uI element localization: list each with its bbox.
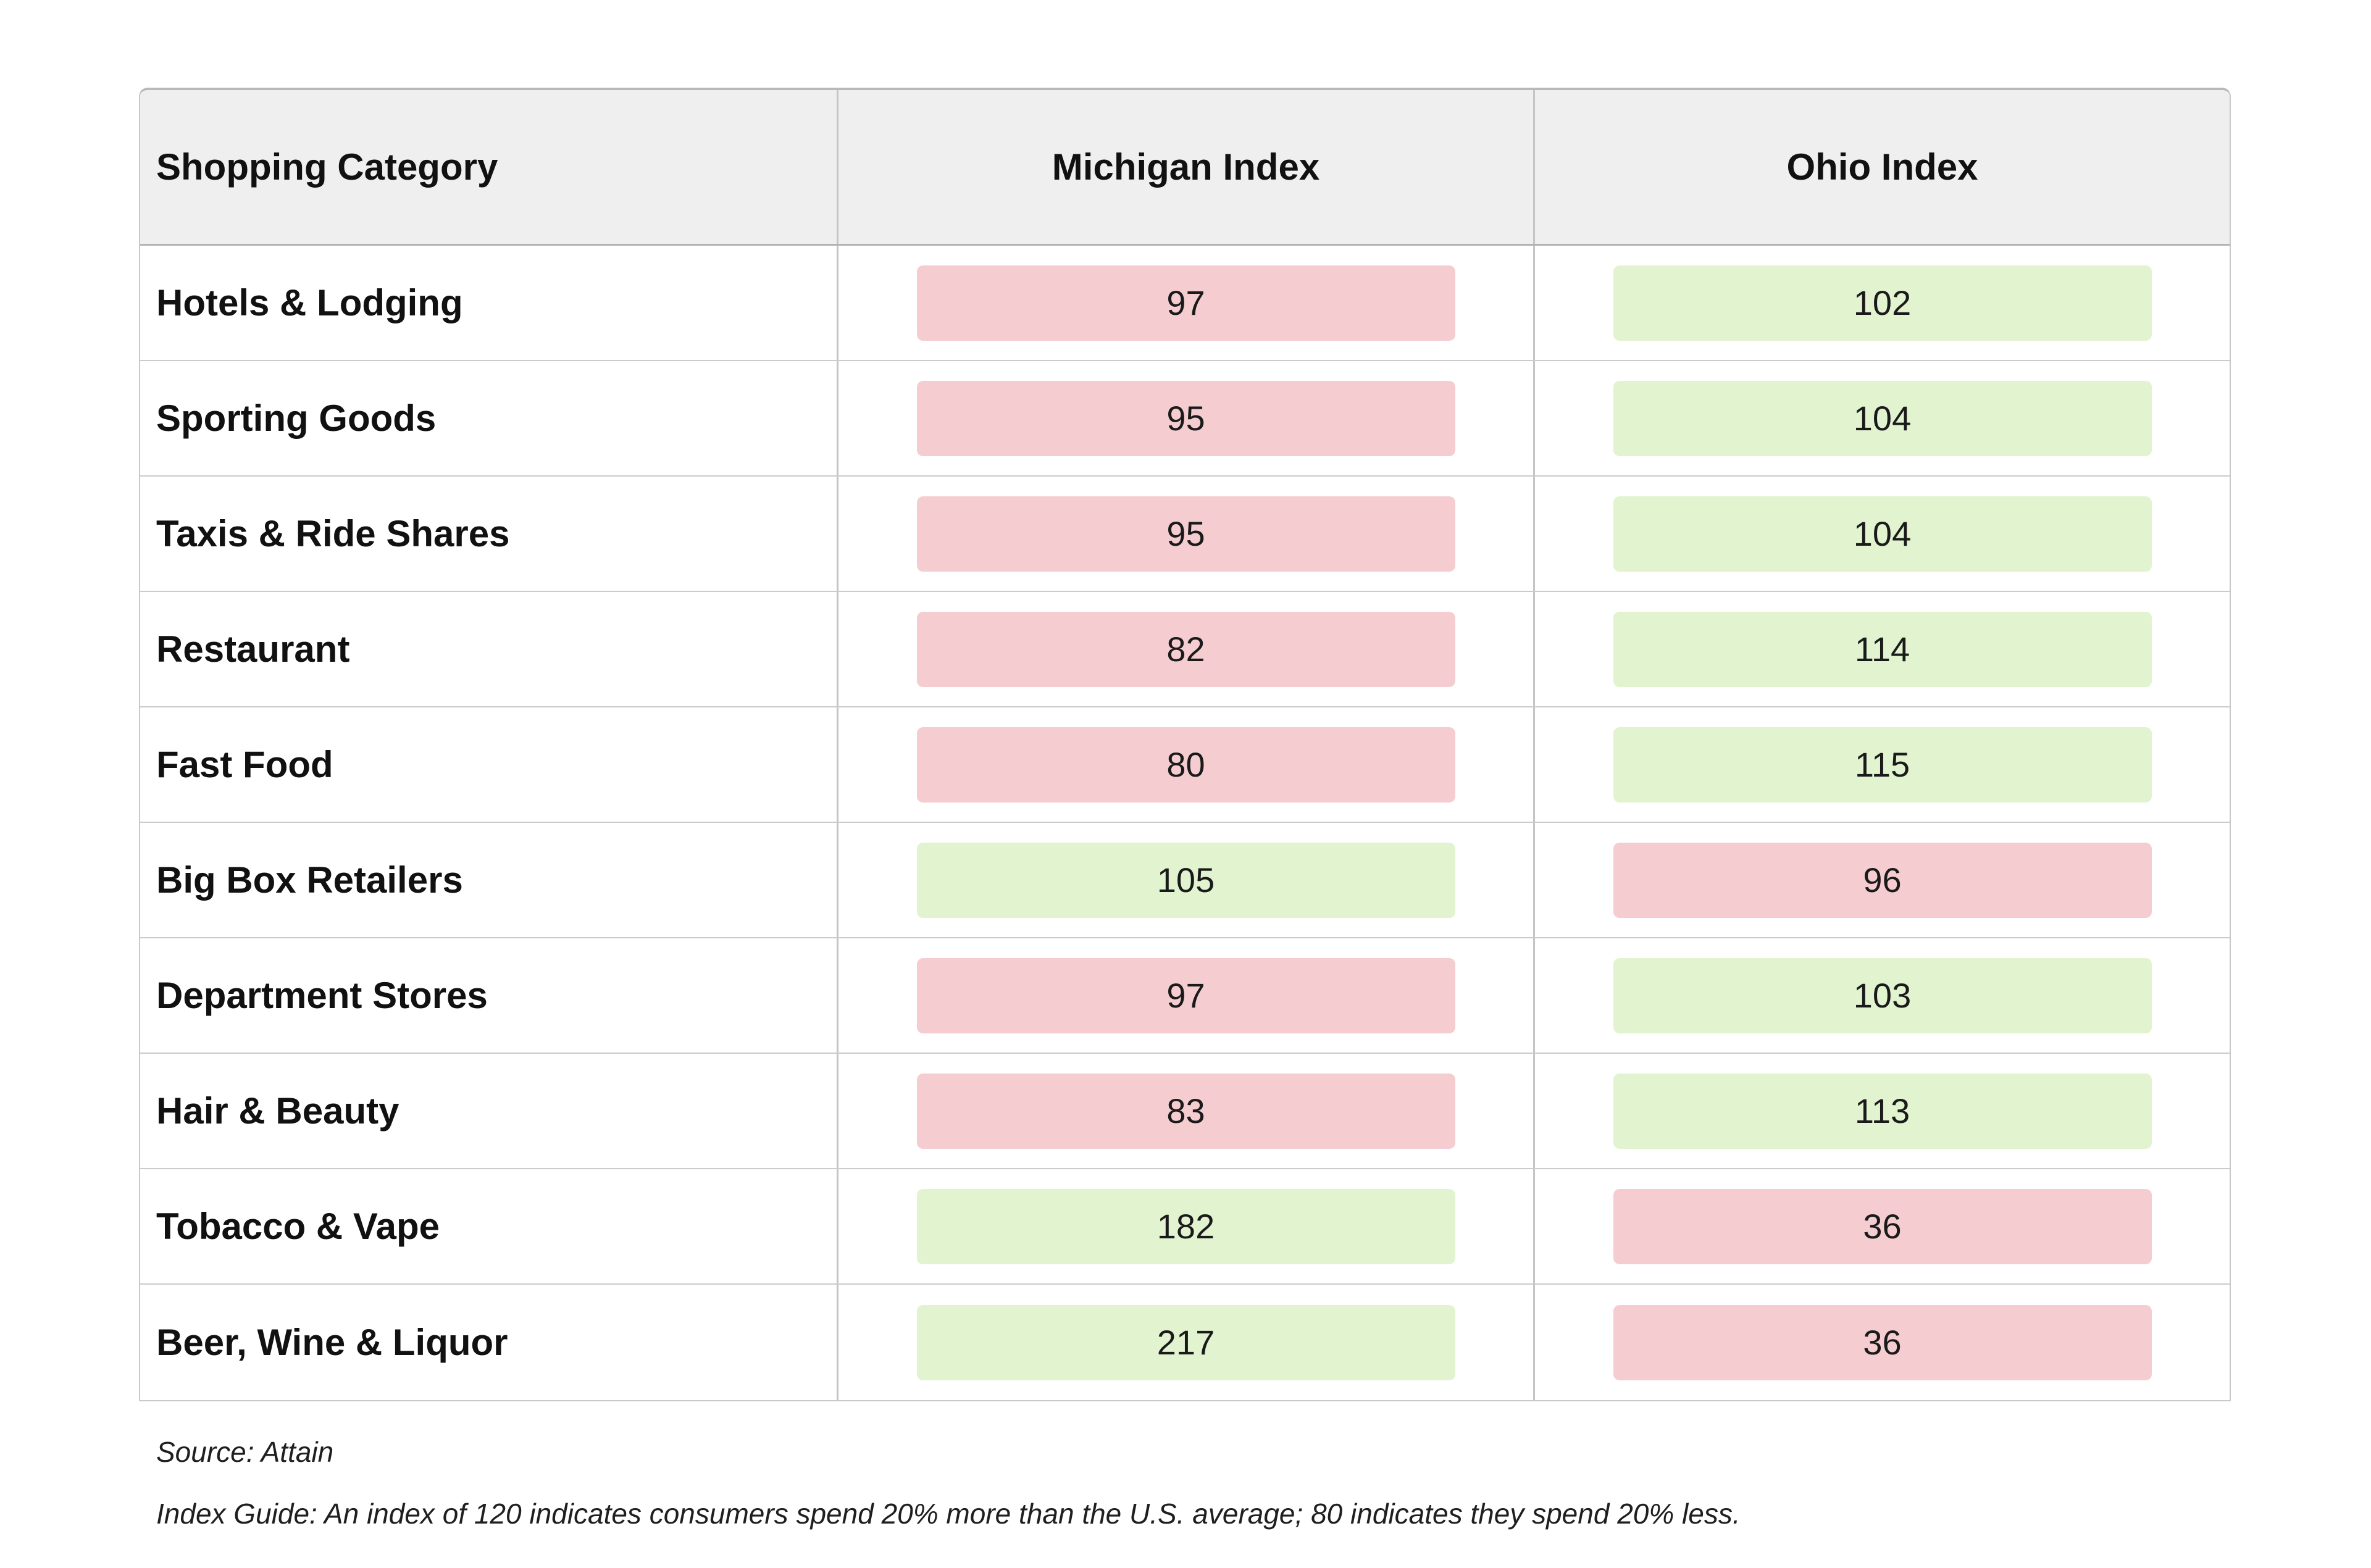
table-row: Hair & Beauty 83 113 <box>140 1054 2230 1169</box>
ohio-index-cell: 113 <box>1533 1054 2230 1168</box>
michigan-index-pill: 95 <box>916 496 1455 572</box>
ohio-index-cell: 114 <box>1533 592 2230 706</box>
ohio-index-cell: 36 <box>1533 1169 2230 1283</box>
category-label: Big Box Retailers <box>156 859 463 901</box>
category-label: Department Stores <box>156 975 488 1016</box>
category-cell: Big Box Retailers <box>140 823 837 937</box>
category-cell: Department Stores <box>140 938 837 1053</box>
ohio-index-cell: 102 <box>1533 246 2230 360</box>
ohio-index-pill: 36 <box>1613 1188 2152 1264</box>
michigan-index-cell: 97 <box>837 938 1533 1053</box>
michigan-index-pill: 97 <box>916 265 1455 341</box>
ohio-index-pill: 36 <box>1613 1304 2152 1380</box>
table-row: Taxis & Ride Shares 95 104 <box>140 477 2230 592</box>
source-note: Source: Attain <box>156 1436 334 1468</box>
table-row: Department Stores 97 103 <box>140 938 2230 1054</box>
table-row: Hotels & Lodging 97 102 <box>140 246 2230 361</box>
category-cell: Restaurant <box>140 592 837 706</box>
category-label: Taxis & Ride Shares <box>156 513 510 554</box>
index-guide-note: Index Guide: An index of 120 indicates c… <box>156 1498 1741 1530</box>
michigan-index-cell: 105 <box>837 823 1533 937</box>
category-label: Sporting Goods <box>156 398 437 439</box>
ohio-index-pill: 114 <box>1613 611 2152 687</box>
michigan-index-pill: 182 <box>916 1188 1455 1264</box>
table-row: Big Box Retailers 105 96 <box>140 823 2230 938</box>
category-label: Beer, Wine & Liquor <box>156 1322 508 1363</box>
michigan-index-pill: 105 <box>916 842 1455 918</box>
ohio-index-cell: 96 <box>1533 823 2230 937</box>
category-cell: Hair & Beauty <box>140 1054 837 1168</box>
michigan-index-pill: 95 <box>916 380 1455 456</box>
michigan-index-pill: 83 <box>916 1073 1455 1149</box>
michigan-index-pill: 217 <box>916 1304 1455 1380</box>
category-cell: Taxis & Ride Shares <box>140 477 837 591</box>
ohio-index-pill: 96 <box>1613 842 2152 918</box>
category-cell: Fast Food <box>140 707 837 822</box>
ohio-index-pill: 104 <box>1613 380 2152 456</box>
michigan-index-cell: 182 <box>837 1169 1533 1283</box>
category-cell: Hotels & Lodging <box>140 246 837 360</box>
header-cell-shopping-category: Shopping Category <box>140 90 837 244</box>
category-cell: Tobacco & Vape <box>140 1169 837 1283</box>
category-label: Restaurant <box>156 628 350 670</box>
ohio-index-pill: 113 <box>1613 1073 2152 1149</box>
ohio-index-cell: 103 <box>1533 938 2230 1053</box>
ohio-index-cell: 104 <box>1533 477 2230 591</box>
table-header-row: Shopping Category Michigan Index Ohio In… <box>140 90 2230 246</box>
header-label-shopping-category: Shopping Category <box>156 146 498 188</box>
table-body: Hotels & Lodging 97 102 Sporting Goods 9… <box>140 246 2230 1400</box>
header-cell-ohio-index: Ohio Index <box>1533 90 2230 244</box>
michigan-index-cell: 97 <box>837 246 1533 360</box>
michigan-index-cell: 82 <box>837 592 1533 706</box>
table-row: Sporting Goods 95 104 <box>140 361 2230 477</box>
category-label: Hair & Beauty <box>156 1090 399 1132</box>
michigan-index-pill: 82 <box>916 611 1455 687</box>
ohio-index-pill: 103 <box>1613 957 2152 1033</box>
table-row: Beer, Wine & Liquor 217 36 <box>140 1285 2230 1400</box>
header-label-ohio-index: Ohio Index <box>1786 146 1978 188</box>
table-row: Fast Food 80 115 <box>140 707 2230 823</box>
michigan-index-pill: 80 <box>916 727 1455 803</box>
michigan-index-cell: 217 <box>837 1285 1533 1400</box>
michigan-index-cell: 95 <box>837 477 1533 591</box>
ohio-index-cell: 115 <box>1533 707 2230 822</box>
header-label-michigan-index: Michigan Index <box>1052 146 1320 188</box>
michigan-index-cell: 83 <box>837 1054 1533 1168</box>
category-label: Fast Food <box>156 744 333 785</box>
table-row: Tobacco & Vape 182 36 <box>140 1169 2230 1285</box>
ohio-index-cell: 104 <box>1533 361 2230 475</box>
category-label: Hotels & Lodging <box>156 282 463 323</box>
michigan-index-pill: 97 <box>916 957 1455 1033</box>
ohio-index-pill: 115 <box>1613 727 2152 803</box>
category-cell: Beer, Wine & Liquor <box>140 1285 837 1400</box>
category-cell: Sporting Goods <box>140 361 837 475</box>
spending-index-table: Shopping Category Michigan Index Ohio In… <box>139 88 2231 1401</box>
ohio-index-pill: 102 <box>1613 265 2152 341</box>
michigan-index-cell: 80 <box>837 707 1533 822</box>
table-row: Restaurant 82 114 <box>140 592 2230 707</box>
header-cell-michigan-index: Michigan Index <box>837 90 1533 244</box>
ohio-index-cell: 36 <box>1533 1285 2230 1400</box>
ohio-index-pill: 104 <box>1613 496 2152 572</box>
category-label: Tobacco & Vape <box>156 1206 440 1247</box>
michigan-index-cell: 95 <box>837 361 1533 475</box>
